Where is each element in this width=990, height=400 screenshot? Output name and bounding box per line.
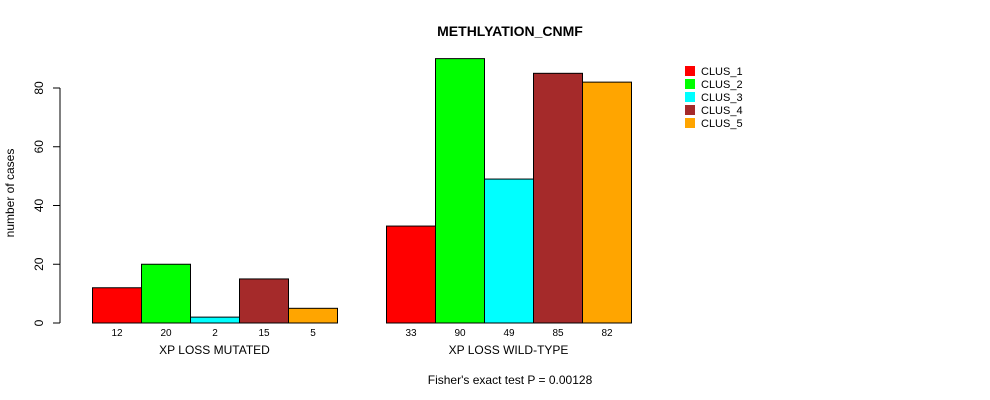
bar-clus-1-mutated [92,287,142,324]
bar-value-label: 33 [405,328,417,339]
bar-clus-3-wild-type [484,178,534,324]
legend-label: CLUS_2 [701,79,743,91]
bar-clus-2-mutated [141,263,191,324]
bar-value-label: 20 [160,328,172,339]
y-tick-label: 80 [32,81,46,95]
y-axis-label: number of cases [3,149,17,238]
y-axis: 0 20 40 60 80 [32,81,61,326]
y-tick-label: 20 [32,257,46,271]
group-label: XP LOSS WILD-TYPE [449,343,569,357]
y-tick-label: 60 [32,140,46,154]
footnote: Fisher's exact test P = 0.00128 [428,373,593,387]
bar-value-labels: 12 20 2 15 5 33 90 49 85 82 [111,328,613,339]
legend-label: CLUS_1 [701,66,743,78]
bar-clus-4-mutated [239,278,289,324]
bar-value-label: 49 [503,328,515,339]
legend-label: CLUS_5 [701,118,743,130]
bar-value-label: 12 [111,328,123,339]
bar-clus-1-wild-type [386,225,436,324]
legend-swatch [685,105,695,115]
bars [92,58,632,324]
legend-swatch [685,66,695,76]
legend-swatch [685,79,695,89]
bar-clus-2-wild-type [435,58,485,324]
bar-value-label: 5 [310,328,316,339]
group-labels: XP LOSS MUTATED XP LOSS WILD-TYPE [159,343,568,357]
group-label: XP LOSS MUTATED [159,343,270,357]
legend-label: CLUS_3 [701,92,743,104]
y-tick-label: 40 [32,199,46,213]
legend-swatch [685,118,695,128]
legend-swatch [685,92,695,102]
bar-clus-5-mutated [288,307,338,324]
bar-value-label: 90 [454,328,466,339]
bar-clus-5-wild-type [582,81,632,324]
bar-clus-3-mutated [190,316,240,324]
bar-value-label: 15 [258,328,270,339]
bar-value-label: 2 [212,328,218,339]
y-tick-label: 0 [32,319,46,326]
bar-value-label: 82 [601,328,613,339]
chart-title: METHLYATION_CNMF [437,23,583,39]
bar-value-label: 85 [552,328,564,339]
legend-label: CLUS_4 [701,105,743,117]
bar-clus-4-wild-type [533,72,583,324]
